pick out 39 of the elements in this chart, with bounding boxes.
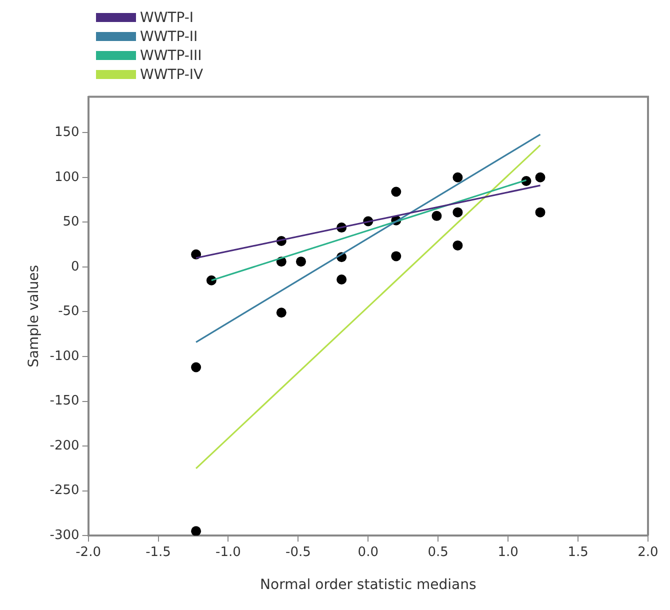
y-tick-label: 0	[71, 259, 80, 274]
y-axis-title: Sample values	[26, 264, 42, 368]
point	[432, 210, 442, 221]
y-tick-label: 100	[54, 170, 80, 185]
x-tick-label: -1.0	[216, 544, 241, 560]
x-tick-label: 1.5	[568, 544, 588, 560]
point	[191, 249, 202, 260]
point	[452, 240, 463, 250]
x-axis-title: Normal order statistic medians	[260, 577, 476, 594]
legend-label: WWTP-IV	[140, 66, 204, 82]
point	[276, 308, 286, 318]
point	[296, 256, 306, 267]
x-tick-label: -1.5	[146, 544, 171, 560]
point	[535, 207, 546, 218]
y-tick-label: -100	[50, 348, 80, 364]
legend-label: WWTP-II	[140, 28, 198, 44]
x-tick-label: 0.5	[428, 544, 448, 560]
x-tick-label: -2.0	[76, 544, 101, 560]
point	[336, 274, 347, 284]
point	[391, 186, 402, 197]
point	[191, 362, 202, 372]
legend-label: WWTP-I	[140, 10, 194, 26]
y-tick-label: -250	[50, 483, 80, 498]
point	[452, 172, 463, 182]
y-tick-label: 50	[62, 214, 80, 230]
x-tick-label: 2.0	[638, 544, 658, 560]
x-tick-label: 0.0	[358, 544, 378, 560]
y-tick-label: -50	[58, 304, 80, 320]
x-tick-label: 1.0	[498, 544, 518, 560]
point	[391, 251, 402, 262]
y-tick-label: -150	[50, 394, 80, 409]
x-tick-label: -0.5	[286, 544, 311, 560]
point	[535, 172, 546, 182]
y-tick-label: -300	[50, 528, 80, 543]
point	[452, 207, 463, 218]
y-tick-label: -200	[50, 438, 80, 454]
legend-label: WWTP-III	[140, 48, 202, 64]
point	[191, 526, 202, 536]
y-tick-label: 150	[54, 124, 80, 140]
